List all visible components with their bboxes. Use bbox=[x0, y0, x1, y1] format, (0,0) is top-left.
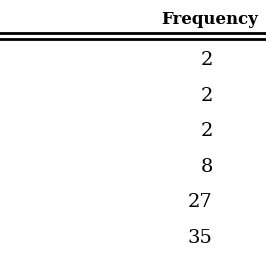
Text: 2: 2 bbox=[200, 87, 213, 105]
Text: 27: 27 bbox=[188, 193, 213, 211]
Text: 35: 35 bbox=[188, 228, 213, 247]
Text: 8: 8 bbox=[200, 158, 213, 176]
Text: Frequency: Frequency bbox=[161, 11, 258, 28]
Text: 2: 2 bbox=[200, 122, 213, 140]
Text: 2: 2 bbox=[200, 51, 213, 69]
